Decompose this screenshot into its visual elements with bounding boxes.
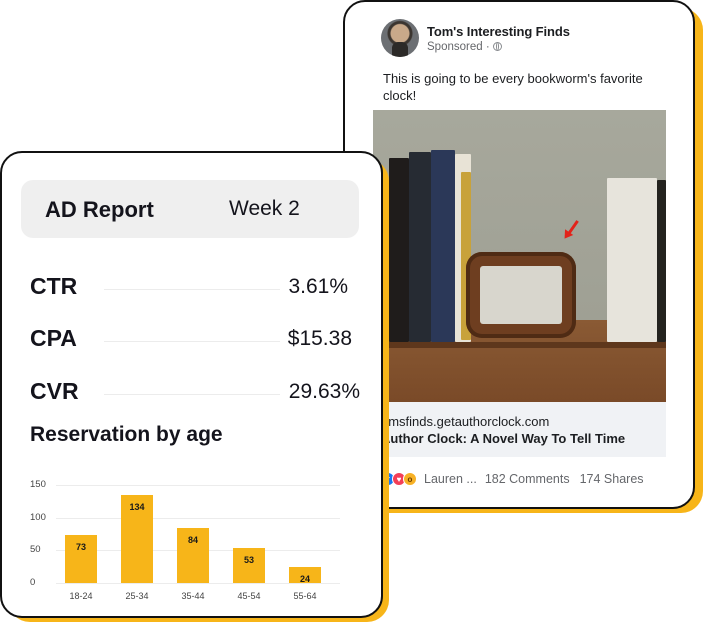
- metric-cpa: CPA $15.38: [30, 325, 360, 355]
- gridline: [56, 485, 340, 486]
- sponsored-label: Sponsored ·: [427, 41, 570, 53]
- divider: [104, 289, 280, 290]
- link-domain: omsfinds.getauthorclock.com: [381, 414, 550, 429]
- metric-label: CPA: [30, 325, 77, 351]
- link-preview[interactable]: omsfinds.getauthorclock.com Author Clock…: [373, 402, 666, 457]
- comments-count[interactable]: 182 Comments: [484, 472, 570, 486]
- love-icon[interactable]: ♥: [392, 472, 406, 486]
- x-tick-label: 55-64: [293, 591, 317, 601]
- metric-value: $15.38: [287, 327, 352, 350]
- post-image[interactable]: [373, 110, 666, 402]
- book-spine: [431, 150, 455, 342]
- report-header: AD Report Week 2: [21, 180, 359, 238]
- author-clock-image: [466, 252, 576, 338]
- post-text: This is going to be every bookworm's fav…: [383, 71, 643, 103]
- metric-value: 3.61%: [288, 275, 348, 298]
- bar-value-label: 53: [243, 555, 254, 566]
- gridline: [56, 583, 340, 584]
- x-tick-label: 45-54: [237, 591, 261, 601]
- book-spine: [409, 152, 431, 342]
- bar-value-label: 24: [299, 574, 310, 585]
- globe-icon: [492, 42, 502, 51]
- x-tick-label: 18-24: [69, 591, 93, 601]
- metric-label: CTR: [30, 273, 78, 299]
- wow-icon[interactable]: o: [403, 472, 417, 486]
- bar-25-34: [121, 495, 153, 583]
- book-spine: [389, 158, 409, 342]
- link-headline: Author Clock: A Novel Way To Tell Time: [381, 431, 626, 446]
- report-week: Week 2: [229, 197, 300, 220]
- bar-18-24: [65, 535, 97, 583]
- chart-title: Reservation by age: [30, 423, 223, 446]
- ad-report-card: AD Report Week 2 CTR 3.61% CPA $15.38 CV…: [0, 151, 383, 618]
- post-header: Tom's Interesting Finds Sponsored ·: [381, 19, 570, 57]
- post-meta: Tom's Interesting Finds Sponsored ·: [427, 24, 570, 53]
- metric-cvr: CVR 29.63%: [30, 378, 360, 408]
- divider: [104, 394, 280, 395]
- clock-screen: [480, 266, 562, 324]
- sponsored-post-card: Tom's Interesting Finds Sponsored · This…: [343, 0, 695, 509]
- x-tick-label: 35-44: [181, 591, 205, 601]
- x-tick-label: 25-34: [125, 591, 149, 601]
- report-title: AD Report: [45, 197, 154, 222]
- page-name[interactable]: Tom's Interesting Finds: [427, 23, 570, 39]
- bar-value-label: 84: [187, 535, 198, 546]
- divider: [104, 341, 280, 342]
- y-tick-label: 0: [30, 577, 36, 588]
- sponsored-text: Sponsored ·: [427, 40, 490, 53]
- shelf: [373, 342, 666, 348]
- red-arrow-icon: [567, 220, 579, 235]
- avatar[interactable]: [381, 19, 419, 57]
- book-spine: [607, 178, 657, 342]
- metric-label: CVR: [30, 378, 79, 404]
- gridline: [56, 517, 340, 519]
- y-tick-label: 100: [30, 511, 46, 523]
- bar-value-label: 134: [129, 502, 145, 513]
- book-spine: [461, 172, 471, 340]
- bar-45-54: [233, 548, 265, 583]
- bar-55-64: [289, 567, 321, 583]
- y-tick-label: 150: [30, 479, 46, 490]
- reservation-bar-chart: 0 50 100 150 73 18-24 134 25-34 84 35-44 53 45-54 24…: [2, 473, 381, 613]
- post-footer: ✓ ♥ o Lauren ... 182 Comments 174 Shares: [381, 472, 661, 486]
- metric-value: 29.63%: [288, 380, 360, 403]
- y-tick-label: 50: [30, 544, 41, 556]
- bar-35-44: [177, 528, 209, 583]
- shares-count[interactable]: 174 Shares: [579, 472, 644, 486]
- book-spine: [657, 180, 666, 342]
- metric-ctr: CTR 3.61%: [30, 273, 360, 303]
- bar-value-label: 73: [75, 542, 86, 553]
- reaction-names[interactable]: Lauren ...: [424, 472, 477, 486]
